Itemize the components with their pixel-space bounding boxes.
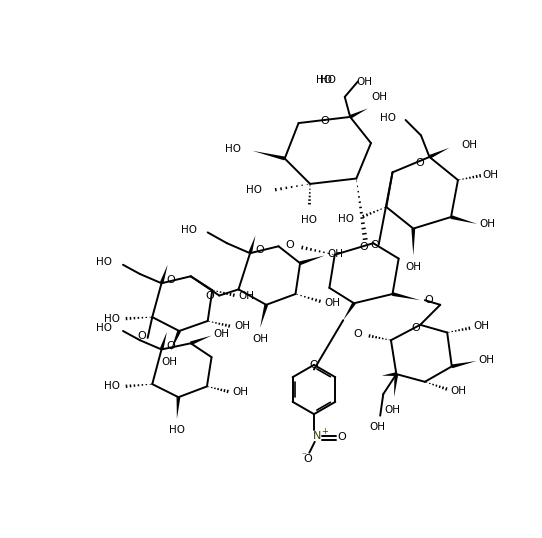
Text: OH: OH — [450, 386, 466, 396]
Text: O: O — [370, 240, 379, 250]
Text: OH: OH — [214, 329, 230, 339]
Text: OH: OH — [384, 405, 401, 415]
Text: ⁻: ⁻ — [301, 451, 306, 460]
Text: OH: OH — [479, 355, 495, 365]
Text: O: O — [285, 240, 294, 250]
Text: OH: OH — [473, 321, 489, 331]
Text: HO: HO — [379, 114, 396, 123]
Text: O: O — [166, 275, 175, 285]
Text: O: O — [166, 342, 175, 351]
Text: O: O — [137, 330, 146, 341]
Polygon shape — [450, 215, 477, 224]
Text: OH: OH — [252, 334, 268, 344]
Polygon shape — [394, 374, 398, 397]
Polygon shape — [177, 397, 180, 419]
Text: O: O — [416, 158, 424, 168]
Text: OH: OH — [161, 357, 177, 367]
Text: O: O — [360, 242, 369, 252]
Text: OH: OH — [233, 387, 248, 397]
Polygon shape — [253, 151, 285, 160]
Text: O: O — [320, 116, 329, 126]
Polygon shape — [160, 265, 167, 284]
Text: OH: OH — [480, 219, 495, 229]
Text: O: O — [304, 454, 312, 464]
Text: HO: HO — [320, 75, 335, 85]
Text: OH: OH — [238, 291, 255, 301]
Polygon shape — [350, 109, 368, 119]
Polygon shape — [343, 302, 356, 320]
Text: OH: OH — [234, 321, 250, 331]
Polygon shape — [190, 336, 211, 345]
Polygon shape — [392, 292, 420, 300]
Polygon shape — [300, 256, 325, 265]
Text: HO: HO — [96, 323, 112, 333]
Text: HO: HO — [301, 215, 318, 225]
Text: OH: OH — [328, 249, 344, 259]
Text: OH: OH — [461, 140, 477, 150]
Text: O: O — [337, 432, 346, 442]
Polygon shape — [411, 229, 415, 256]
Polygon shape — [160, 332, 167, 350]
Text: OH: OH — [482, 169, 499, 180]
Text: OH: OH — [369, 422, 385, 432]
Text: HO: HO — [246, 185, 262, 195]
Polygon shape — [171, 330, 181, 351]
Polygon shape — [451, 361, 476, 369]
Text: O: O — [425, 295, 434, 305]
Text: HO: HO — [104, 381, 120, 392]
Text: HO: HO — [181, 225, 197, 235]
Text: HO: HO — [338, 214, 354, 224]
Polygon shape — [429, 148, 449, 159]
Text: O: O — [205, 291, 214, 301]
Text: OH: OH — [405, 261, 421, 272]
Text: HO: HO — [169, 425, 185, 435]
Polygon shape — [260, 305, 268, 328]
Text: O: O — [353, 329, 362, 339]
Text: HO: HO — [317, 75, 332, 85]
Text: N: N — [313, 431, 321, 441]
Text: O: O — [255, 245, 263, 255]
Polygon shape — [382, 372, 397, 376]
Text: HO: HO — [96, 258, 112, 267]
Text: O: O — [411, 323, 420, 333]
Polygon shape — [248, 236, 255, 254]
Text: HO: HO — [225, 144, 241, 154]
Text: OH: OH — [325, 298, 341, 308]
Text: OH: OH — [371, 92, 387, 102]
Text: OH: OH — [356, 76, 372, 87]
Text: +: + — [321, 427, 328, 436]
Text: HO: HO — [104, 314, 120, 324]
Text: O: O — [309, 360, 318, 370]
